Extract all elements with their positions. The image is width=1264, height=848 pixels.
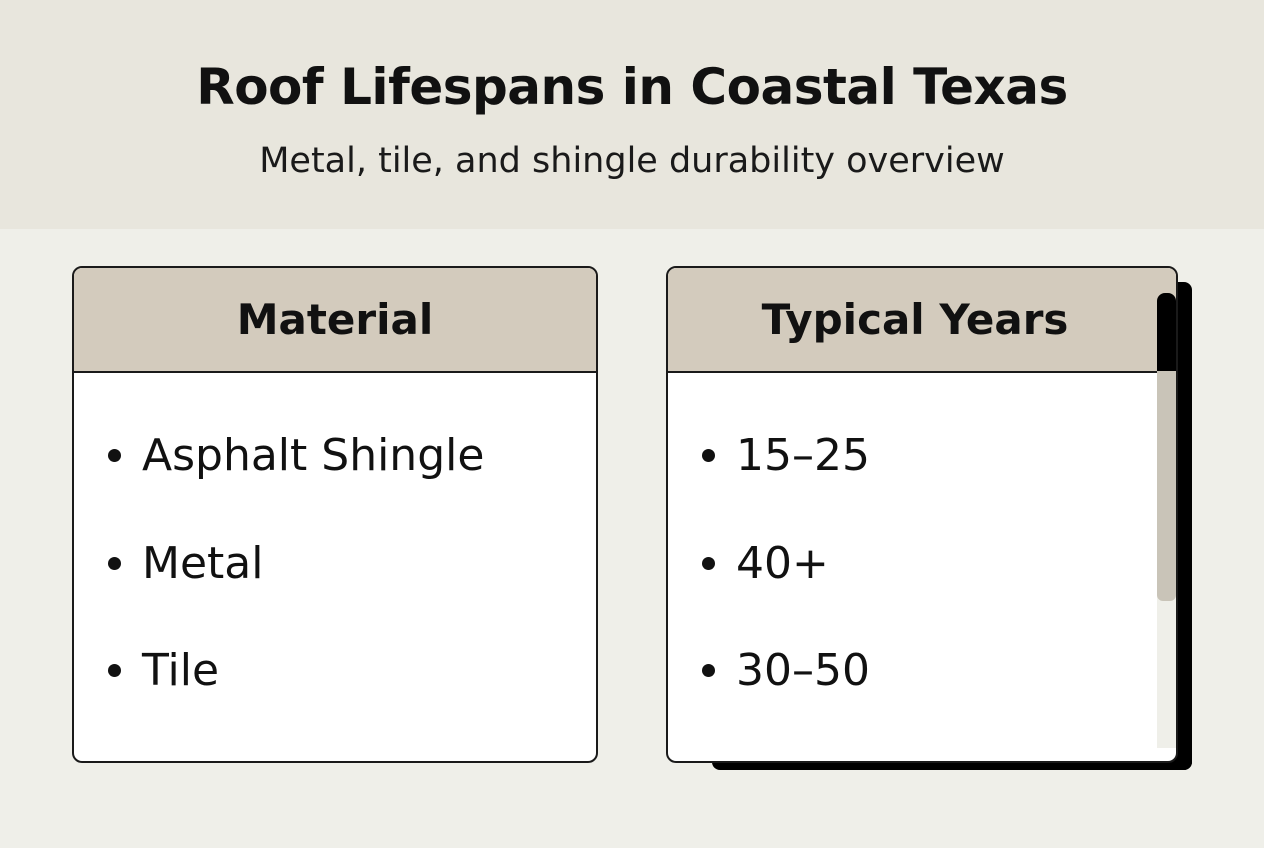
list-item: Metal [108,538,264,589]
list-item-label: 15–25 [736,430,870,481]
material-card: Material Asphalt Shingle Metal Tile [72,266,598,763]
bullet-icon [702,449,715,462]
scrollbar-cap [1157,293,1176,371]
list-item-label: Asphalt Shingle [142,430,485,481]
material-card-heading: Material [74,268,596,373]
page-title: Roof Lifespans in Coastal Texas [196,58,1068,116]
list-item: 40+ [702,538,829,589]
card-shadow [1175,282,1192,770]
list-item: Tile [108,645,220,696]
list-item: 30–50 [702,645,870,696]
list-item-label: Tile [142,645,220,696]
header-banner: Roof Lifespans in Coastal Texas Metal, t… [0,0,1264,229]
list-item: Asphalt Shingle [108,430,485,481]
typical-years-card: Typical Years 15–25 40+ 30–50 [666,266,1178,763]
typical-years-card-heading: Typical Years [668,268,1176,373]
bullet-icon [108,449,121,462]
list-item: 15–25 [702,430,870,481]
typical-years-heading-text: Typical Years [761,295,1069,344]
bullet-icon [702,557,715,570]
bullet-icon [108,557,121,570]
scrollbar-thumb[interactable] [1157,371,1176,601]
list-item-label: Metal [142,538,264,589]
page-subtitle: Metal, tile, and shingle durability over… [259,141,1005,181]
list-item-label: 40+ [736,538,829,589]
list-item-label: 30–50 [736,645,870,696]
bullet-icon [702,664,715,677]
bullet-icon [108,664,121,677]
